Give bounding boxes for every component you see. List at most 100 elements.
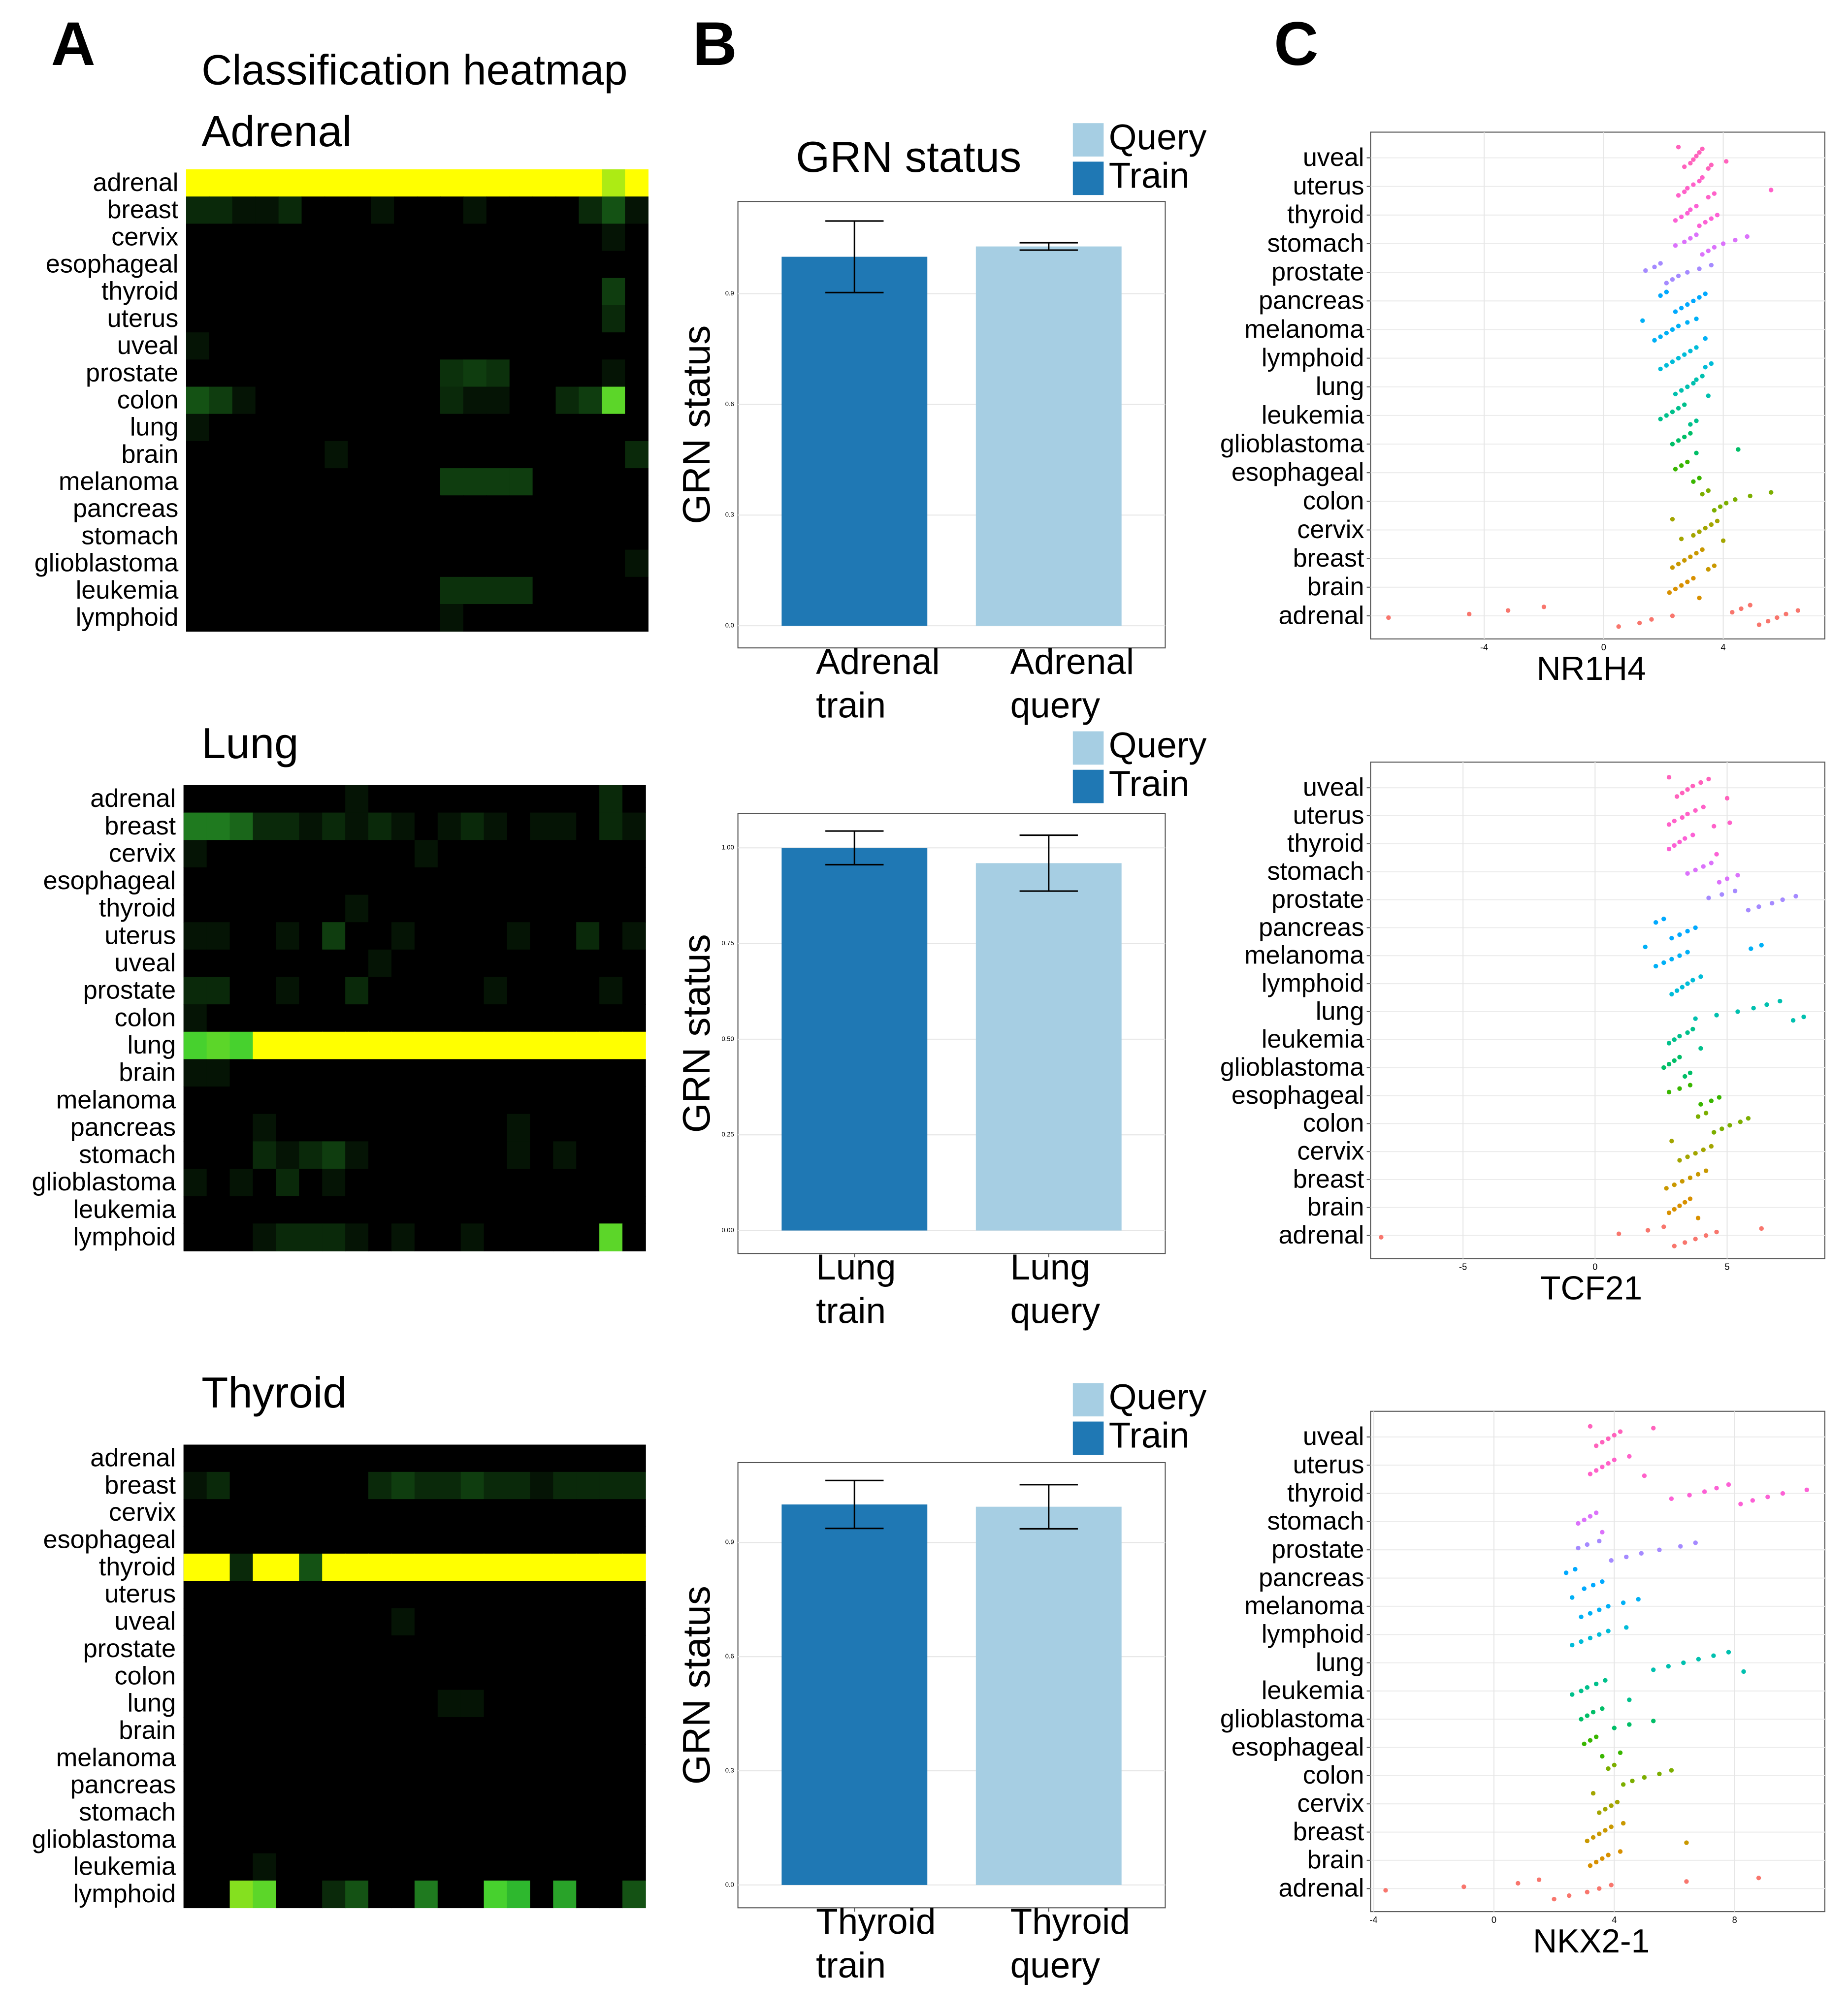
heatmap-cell	[622, 1690, 646, 1718]
point	[1609, 1558, 1614, 1563]
heatmap-cell	[278, 522, 302, 550]
heatmap-cell	[553, 1114, 577, 1142]
point	[1690, 783, 1695, 789]
point	[1724, 876, 1730, 881]
point	[1698, 1046, 1703, 1051]
heatmap-cell	[509, 224, 533, 252]
heatmap-cell	[253, 1086, 277, 1115]
heatmap-cell	[414, 1771, 438, 1799]
heatmap-cell	[555, 576, 580, 605]
heatmap-cell	[460, 1608, 485, 1636]
heatmap-cell	[276, 1086, 300, 1115]
heatmap-cell	[209, 468, 233, 496]
heatmap-cell	[255, 278, 279, 306]
heatmap-cell	[507, 1223, 531, 1251]
panel-letter: A	[51, 9, 95, 78]
heatmap-cell	[576, 1826, 600, 1854]
heatmap-cell	[417, 549, 441, 577]
heatmap-cell	[278, 305, 302, 333]
heatmap-cell	[299, 1826, 323, 1854]
heatmap-cell	[414, 1717, 438, 1745]
row-label: glioblastoma	[34, 549, 179, 577]
heatmap-cell	[368, 1744, 392, 1772]
x-tick-label: 5	[1724, 1262, 1729, 1272]
legend-label: Train	[1109, 1416, 1190, 1456]
row-label: uveal	[117, 331, 179, 360]
heatmap-cell	[345, 1499, 369, 1527]
y-tick-label: esophageal	[1232, 1081, 1364, 1110]
heatmap-cell	[484, 1471, 508, 1500]
heatmap-cell	[437, 1444, 461, 1472]
heatmap-cell	[276, 977, 300, 1005]
row-label: breast	[104, 1471, 176, 1500]
heatmap-cell	[530, 1744, 554, 1772]
point	[1688, 554, 1693, 559]
heatmap-cell	[253, 1553, 277, 1581]
heatmap-cell	[437, 1662, 461, 1691]
point	[1688, 422, 1693, 427]
heatmap-cell	[391, 1223, 415, 1251]
heatmap-cell	[301, 386, 325, 415]
heatmap-cell	[484, 1499, 508, 1527]
heatmap-cell	[276, 1169, 300, 1197]
heatmap-cell	[625, 169, 648, 197]
heatmap-cell	[368, 1717, 392, 1745]
heatmap-cell	[391, 1031, 415, 1060]
heatmap-cell	[299, 1141, 323, 1169]
heatmap-cell	[553, 1141, 577, 1169]
heatmap-cell	[530, 1526, 554, 1554]
heatmap-cell	[183, 1744, 207, 1772]
heatmap-cell	[183, 1826, 207, 1854]
heatmap-cell	[301, 576, 325, 605]
heatmap-cell	[622, 785, 646, 813]
point	[1693, 1151, 1698, 1156]
point	[1738, 1502, 1743, 1506]
heatmap-cell	[599, 1059, 623, 1087]
heatmap-cell	[625, 522, 648, 550]
heatmap-cell	[437, 1223, 461, 1251]
heatmap-cell	[579, 359, 603, 387]
heatmap-cell	[232, 169, 256, 197]
heatmap-cell	[322, 1499, 346, 1527]
heatmap-cell	[253, 1717, 277, 1745]
legend-swatch	[1072, 123, 1104, 157]
heatmap-cell	[460, 1141, 485, 1169]
heatmap-cell	[394, 305, 418, 333]
heatmap-cell	[417, 576, 441, 605]
heatmap-cell	[183, 1526, 207, 1554]
heatmap-cell	[348, 224, 372, 252]
heatmap-cell	[186, 468, 210, 496]
point	[1793, 894, 1798, 899]
heatmap-cell	[576, 1114, 600, 1142]
heatmap-cell	[183, 1499, 207, 1527]
heatmap-cell	[255, 359, 279, 387]
heatmap-cell	[417, 441, 441, 469]
heatmap-cell	[348, 278, 372, 306]
point	[1664, 331, 1669, 336]
heatmap-cell	[229, 1196, 254, 1224]
heatmap-cell	[322, 1771, 346, 1799]
heatmap-cell	[209, 359, 233, 387]
heatmap-cell	[440, 549, 464, 577]
point	[1720, 538, 1726, 543]
point	[1685, 186, 1690, 191]
heatmap-cell	[484, 1141, 508, 1169]
x-tick-label: 8	[1732, 1915, 1737, 1925]
point	[1585, 1838, 1590, 1844]
heatmap-cell	[206, 1771, 230, 1799]
heatmap-cell	[414, 1444, 438, 1472]
point	[1687, 1196, 1693, 1201]
heatmap-cell	[507, 922, 531, 950]
heatmap-cell	[599, 1744, 623, 1772]
heatmap-cell	[253, 949, 277, 978]
heatmap-cell	[530, 840, 554, 868]
point	[1690, 1026, 1695, 1032]
heatmap-cell	[368, 895, 392, 923]
point	[1673, 218, 1678, 223]
heatmap-cell	[299, 1086, 323, 1115]
heatmap-cell	[322, 1526, 346, 1554]
heatmap-cell	[391, 949, 415, 978]
heatmap-cell	[394, 522, 418, 550]
y-tick-label: esophageal	[1232, 1733, 1364, 1761]
heatmap-cell	[371, 359, 394, 387]
